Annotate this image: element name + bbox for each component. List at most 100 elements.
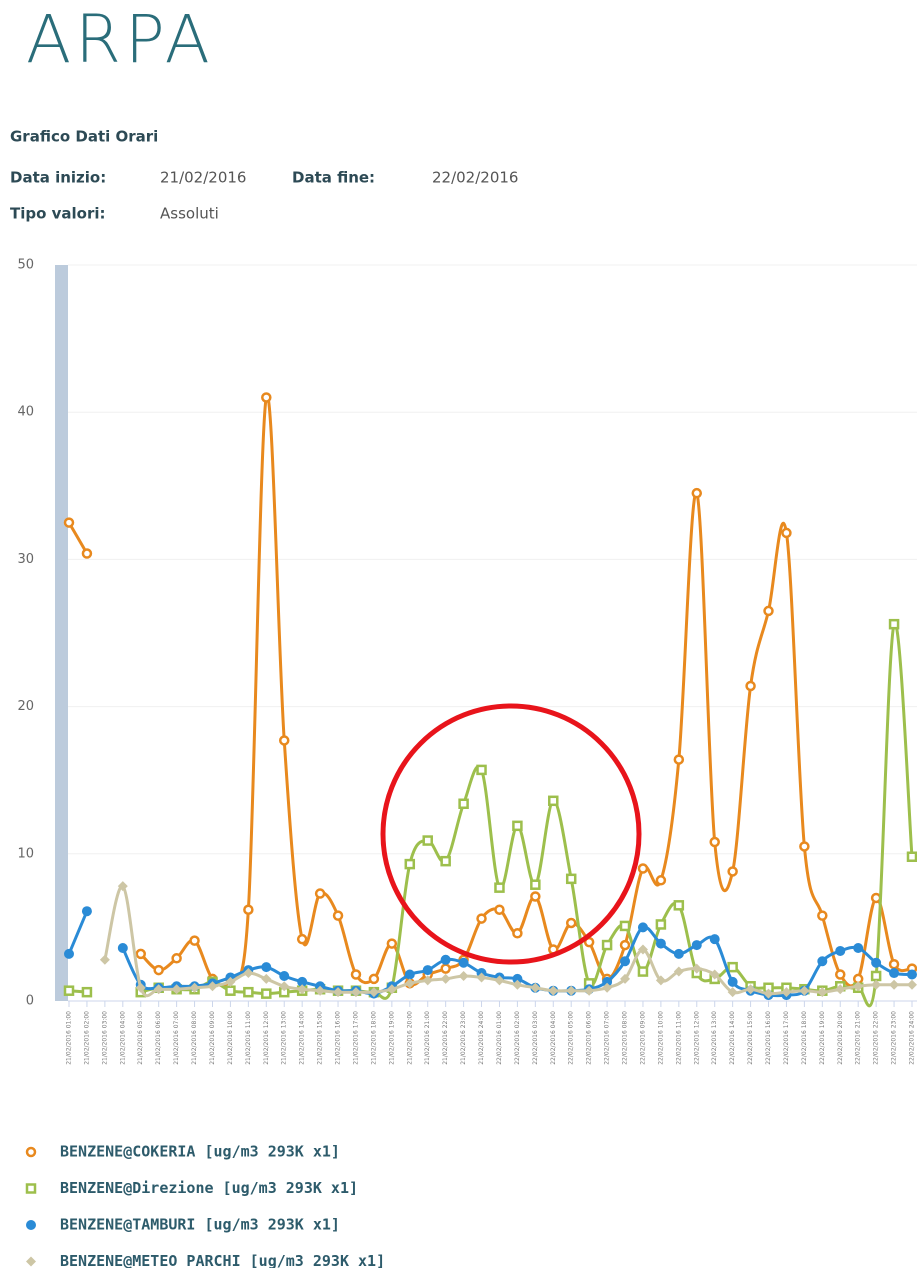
x-tick-label: 22/02/2016 04:00 [550,1011,557,1065]
point [871,979,882,990]
point [727,987,738,998]
start-value: 21/02/2016 [160,169,246,187]
point [565,873,577,885]
point [153,984,164,995]
point [189,982,200,993]
point [279,981,290,992]
point [243,968,254,979]
point [709,969,720,980]
point [709,836,720,848]
point [458,957,469,968]
axis-band [55,265,68,1001]
point [296,933,308,945]
point [386,938,398,949]
point [225,976,236,987]
point [386,984,397,995]
x-tick-label: 22/02/2016 09:00 [639,1011,646,1065]
point [601,939,613,951]
x-tick-label: 21/02/2016 24:00 [478,1011,485,1065]
point [261,973,272,984]
kind-value: Assoluti [160,205,219,223]
point [781,987,792,998]
point [799,985,810,996]
y-tick-label: 20 [17,699,34,714]
y-tick-label: 30 [17,552,34,567]
point [781,527,792,539]
point [81,906,92,917]
legend-label: BENZENE@METEO PARCHI [ug/m3 293K x1] [60,1252,385,1268]
point [279,970,290,981]
point [817,956,828,967]
kind-label: Tipo valori: [10,205,106,223]
point [225,985,236,996]
point [243,904,254,915]
point [673,900,685,911]
point [189,935,200,946]
x-tick-label: 21/02/2016 05:00 [137,1011,144,1065]
point [25,1183,37,1194]
point [64,948,74,959]
point [315,985,326,996]
point [368,973,380,985]
point [314,888,326,899]
point [494,882,505,893]
point [691,940,702,951]
x-tick-label: 22/02/2016 22:00 [873,1011,880,1065]
point [171,984,182,995]
x-tick-label: 21/02/2016 14:00 [299,1011,306,1065]
point [691,487,703,499]
point [440,973,451,984]
x-tick-label: 22/02/2016 20:00 [837,1011,844,1065]
point [63,517,75,528]
highlight-circle [380,703,642,965]
point [637,922,648,933]
point [566,985,577,996]
point [655,919,667,930]
point [817,987,828,998]
y-tick-label: 0 [26,994,34,1009]
point [673,948,684,959]
point [135,948,146,960]
x-tick-label: 22/02/2016 12:00 [693,1011,700,1065]
x-tick-label: 21/02/2016 13:00 [281,1011,288,1065]
point [25,1146,37,1158]
x-tick-label: 21/02/2016 06:00 [155,1011,162,1065]
point [655,938,666,949]
x-tick-label: 22/02/2016 19:00 [819,1011,826,1065]
legend-label: BENZENE@Direzione [ug/m3 293K x1] [60,1179,358,1197]
point [530,982,541,993]
point [835,969,846,980]
point [171,953,182,964]
point [548,795,559,807]
point [440,855,451,867]
point [709,934,720,945]
point [817,910,828,921]
point [584,985,595,996]
point [26,1220,36,1230]
point [745,680,756,692]
y-tick-label: 50 [17,258,34,273]
legend-label: BENZENE@TAMBURI [ug/m3 293K x1] [60,1216,340,1234]
point [368,987,379,998]
x-tick-label: 21/02/2016 04:00 [119,1011,126,1065]
x-tick-label: 22/02/2016 03:00 [532,1011,539,1065]
x-tick-label: 22/02/2016 06:00 [586,1011,593,1065]
point [207,981,218,992]
point [117,881,128,892]
point [853,981,864,992]
point [530,891,541,902]
x-tick-label: 21/02/2016 19:00 [388,1011,395,1065]
point [261,392,272,403]
point [350,969,362,980]
x-tick-label: 21/02/2016 08:00 [191,1011,198,1065]
x-tick-label: 21/02/2016 10:00 [227,1011,234,1065]
x-tick-label: 21/02/2016 07:00 [173,1011,180,1065]
point [512,820,523,832]
legend-label: BENZENE@COKERIA [ug/m3 293K x1] [60,1143,340,1161]
point [404,858,416,870]
point [727,866,738,877]
point [422,835,433,846]
point [332,910,344,921]
point [422,975,433,986]
x-tick-label: 22/02/2016 08:00 [622,1011,629,1065]
